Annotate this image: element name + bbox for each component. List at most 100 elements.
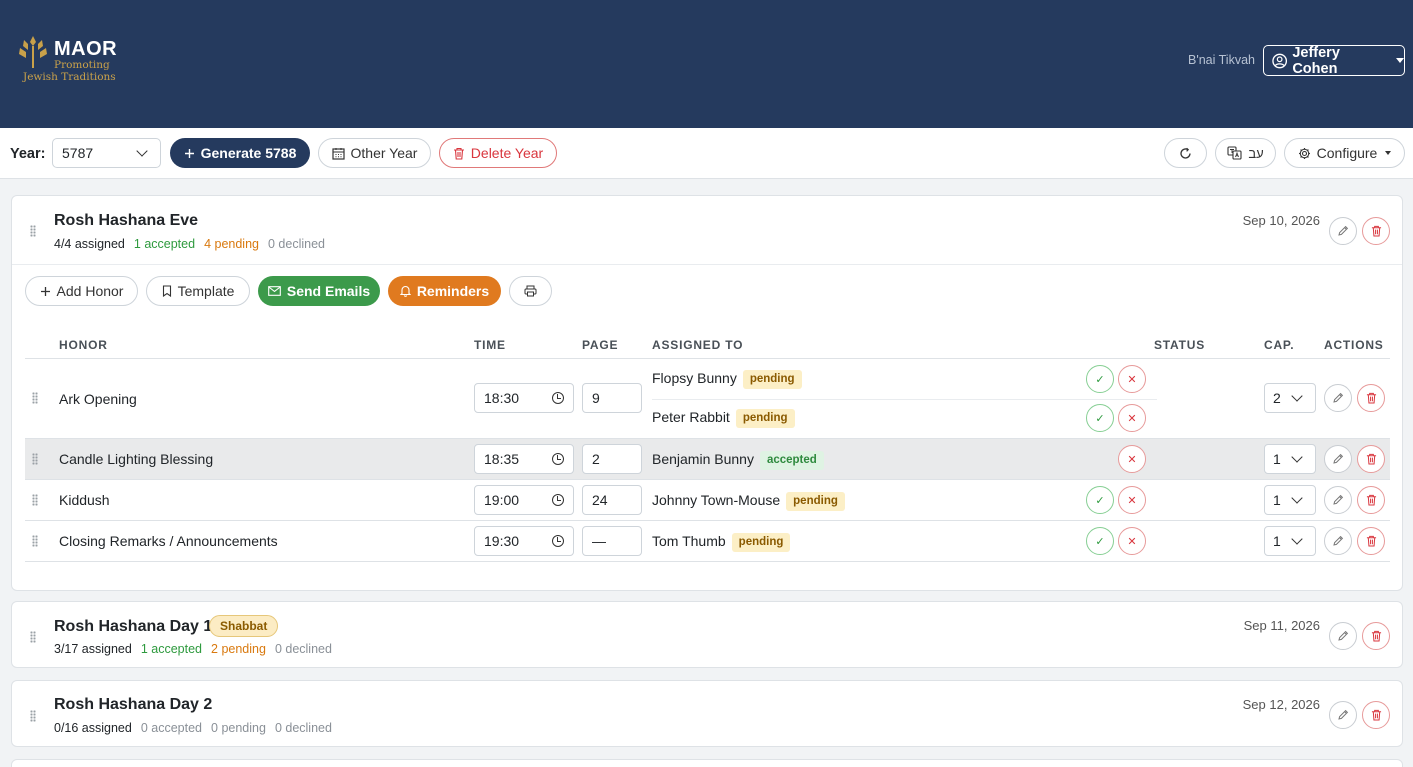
reminders-button[interactable]: Reminders <box>388 276 501 306</box>
accept-button[interactable]: ✓ <box>1086 404 1114 432</box>
language-toggle-button[interactable]: עב <box>1215 138 1276 168</box>
time-input[interactable]: 19:30 <box>474 526 574 556</box>
event-summary: 4/4 assigned 1 accepted 4 pending 0 decl… <box>54 237 325 251</box>
time-input[interactable]: 19:00 <box>474 485 574 515</box>
send-emails-button[interactable]: Send Emails <box>258 276 380 306</box>
edit-honor-button[interactable] <box>1324 486 1352 514</box>
language-toggle-label: עב <box>1248 145 1264 161</box>
capacity-value: 1 <box>1273 492 1281 508</box>
capacity-select[interactable]: 1 <box>1264 444 1316 474</box>
pencil-icon <box>1333 535 1344 546</box>
shabbat-badge: Shabbat <box>209 615 279 637</box>
add-honor-label: Add Honor <box>56 283 124 299</box>
delete-honor-button[interactable] <box>1357 445 1385 473</box>
add-honor-button[interactable]: Add Honor <box>25 276 138 306</box>
refresh-button[interactable] <box>1164 138 1207 168</box>
grip-icon[interactable] <box>32 535 38 547</box>
edit-event-button[interactable] <box>1329 217 1357 245</box>
grip-icon[interactable] <box>32 494 38 506</box>
time-input[interactable]: 18:30 <box>474 383 574 413</box>
delete-year-button[interactable]: Delete Year <box>439 138 557 168</box>
caret-down-icon <box>1385 151 1392 155</box>
year-select[interactable]: 5787 <box>52 138 161 168</box>
column-header-assigned-to: ASSIGNED TO <box>652 338 744 352</box>
column-header-actions: ACTIONS <box>1324 338 1384 352</box>
grip-icon[interactable] <box>30 631 36 643</box>
clock-icon[interactable] <box>552 392 564 404</box>
delete-event-button[interactable] <box>1362 217 1390 245</box>
accept-button[interactable]: ✓ <box>1086 486 1114 514</box>
delete-honor-button[interactable] <box>1357 486 1385 514</box>
pending-count: 2 pending <box>211 642 266 656</box>
grip-icon[interactable] <box>30 710 36 722</box>
status-badge: pending <box>731 533 791 552</box>
edit-honor-button[interactable] <box>1324 445 1352 473</box>
column-header-page: PAGE <box>582 338 619 352</box>
assignee: Benjamin Bunny accepted <box>652 451 824 470</box>
event-card-rosh-hashana-day-2[interactable]: Rosh Hashana Day 2 0/16 assigned 0 accep… <box>11 680 1403 747</box>
clock-icon[interactable] <box>552 535 564 547</box>
clock-icon[interactable] <box>552 494 564 506</box>
bookmark-icon <box>162 285 171 297</box>
accept-button[interactable]: ✓ <box>1086 365 1114 393</box>
logo-title: MAOR <box>54 38 118 60</box>
accept-button[interactable]: ✓ <box>1086 527 1114 555</box>
delete-event-button[interactable] <box>1362 701 1390 729</box>
decline-button[interactable]: ✕ <box>1118 404 1146 432</box>
template-button[interactable]: Template <box>146 276 250 306</box>
edit-event-button[interactable] <box>1329 622 1357 650</box>
decline-button[interactable]: ✕ <box>1118 365 1146 393</box>
plus-icon <box>40 286 50 296</box>
trash-icon <box>453 147 464 160</box>
capacity-select[interactable]: 1 <box>1264 526 1316 556</box>
wheat-logo-icon <box>19 36 47 68</box>
event-title[interactable]: Rosh Hashana Day 1 <box>54 618 213 635</box>
declined-count: 0 declined <box>267 237 325 251</box>
assignee: Tom Thumb pending <box>652 533 791 552</box>
decline-button[interactable]: ✕ <box>1118 445 1146 473</box>
configure-dropdown-button[interactable]: Configure <box>1284 138 1405 168</box>
assigned-count: 3/17 assigned <box>54 642 132 656</box>
maor-logo[interactable]: MAOR Promoting Jewish Traditions <box>16 32 126 86</box>
row-divider <box>25 561 1390 562</box>
user-menu-button[interactable]: Jeffery Cohen <box>1263 45 1405 77</box>
accepted-count: 1 accepted <box>140 642 203 656</box>
grip-icon[interactable] <box>30 225 36 237</box>
time-input[interactable]: 18:35 <box>474 444 574 474</box>
page-input[interactable]: 9 <box>582 383 642 413</box>
chevron-down-icon <box>136 145 148 157</box>
decline-button[interactable]: ✕ <box>1118 527 1146 555</box>
delete-honor-button[interactable] <box>1357 527 1385 555</box>
delete-honor-button[interactable] <box>1357 384 1385 412</box>
delete-event-button[interactable] <box>1362 622 1390 650</box>
edit-event-button[interactable] <box>1329 701 1357 729</box>
page-input[interactable]: 24 <box>582 485 642 515</box>
print-button[interactable] <box>509 276 552 306</box>
clock-icon[interactable] <box>552 453 564 465</box>
configure-label: Configure <box>1316 145 1378 161</box>
chevron-down-icon <box>1291 533 1303 545</box>
grip-icon[interactable] <box>32 453 38 465</box>
edit-honor-button[interactable] <box>1324 527 1352 555</box>
edit-honor-button[interactable] <box>1324 384 1352 412</box>
gear-icon <box>1298 147 1310 159</box>
row-divider <box>25 438 1390 439</box>
generate-year-button[interactable]: Generate 5788 <box>170 138 310 168</box>
status-badge: pending <box>786 492 845 511</box>
event-title[interactable]: Rosh Hashana Day 2 <box>54 696 213 713</box>
status-badge: pending <box>735 409 795 428</box>
event-title[interactable]: Rosh Hashana Eve <box>54 212 199 229</box>
capacity-select[interactable]: 1 <box>1264 485 1316 515</box>
event-card-next[interactable] <box>11 759 1403 767</box>
column-header-time: TIME <box>474 338 506 352</box>
grip-icon[interactable] <box>32 392 38 404</box>
reminders-label: Reminders <box>416 283 490 299</box>
decline-button[interactable]: ✕ <box>1118 486 1146 514</box>
capacity-select[interactable]: 2 <box>1264 383 1316 413</box>
event-card-rosh-hashana-day-1[interactable]: Rosh Hashana Day 1 Shabbat 3/17 assigned… <box>11 601 1403 668</box>
card-divider <box>12 264 1402 265</box>
other-year-button[interactable]: Other Year <box>318 138 431 168</box>
page-input[interactable]: 2 <box>582 444 642 474</box>
assignee: Flopsy Bunny pending <box>652 370 802 389</box>
page-input[interactable]: — <box>582 526 642 556</box>
